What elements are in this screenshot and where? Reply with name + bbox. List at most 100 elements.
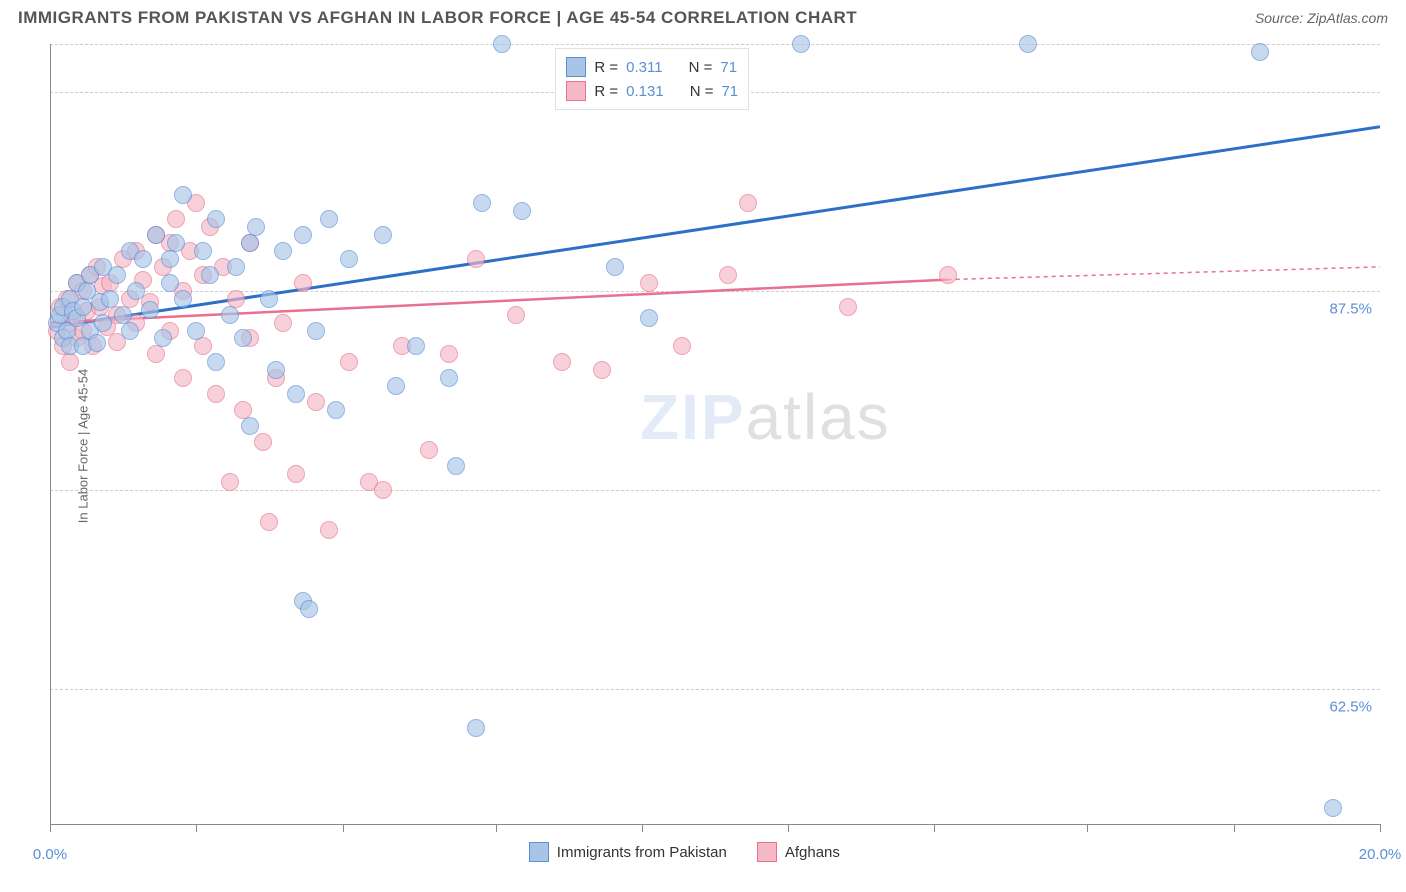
gridline	[50, 490, 1380, 491]
afghan-point	[167, 210, 185, 228]
x-tick	[788, 824, 789, 832]
pakistan-point	[161, 274, 179, 292]
legend-series-label: Immigrants from Pakistan	[557, 844, 727, 861]
pakistan-point	[440, 369, 458, 387]
pakistan-point	[147, 226, 165, 244]
x-tick	[196, 824, 197, 832]
x-tick-label: 0.0%	[33, 846, 67, 863]
afghan-point	[739, 194, 757, 212]
legend-r-label: R =	[594, 59, 618, 76]
pakistan-point	[513, 202, 531, 220]
pakistan-point	[792, 35, 810, 53]
chart-title: IMMIGRANTS FROM PAKISTAN VS AFGHAN IN LA…	[18, 8, 857, 28]
pakistan-point	[260, 290, 278, 308]
legend-series-label: Afghans	[785, 844, 840, 861]
x-tick	[496, 824, 497, 832]
gridline	[50, 689, 1380, 690]
legend-series-item: Afghans	[757, 840, 840, 864]
pakistan-point	[241, 417, 259, 435]
legend-correlation: R = 0.311 N = 71 R = 0.131 N = 71	[555, 48, 749, 110]
afghan-point	[254, 433, 272, 451]
legend-swatch	[757, 842, 777, 862]
pakistan-point	[467, 719, 485, 737]
pakistan-point	[207, 210, 225, 228]
afghan-point	[221, 473, 239, 491]
pakistan-point	[374, 226, 392, 244]
afghan-point	[640, 274, 658, 292]
y-tick-label: 87.5%	[1329, 300, 1372, 317]
pakistan-point	[108, 266, 126, 284]
pakistan-point	[174, 290, 192, 308]
pakistan-point	[307, 322, 325, 340]
pakistan-point	[327, 401, 345, 419]
pakistan-point	[221, 306, 239, 324]
title-bar: IMMIGRANTS FROM PAKISTAN VS AFGHAN IN LA…	[0, 0, 1406, 32]
pakistan-point	[493, 35, 511, 53]
pakistan-point	[287, 385, 305, 403]
pakistan-point	[294, 226, 312, 244]
x-tick-label: 20.0%	[1359, 846, 1402, 863]
pakistan-point	[241, 234, 259, 252]
afghan-point	[719, 266, 737, 284]
afghan-point	[340, 353, 358, 371]
legend-r-value: 0.131	[626, 83, 664, 100]
pakistan-point	[154, 329, 172, 347]
legend-n-value: 71	[721, 83, 738, 100]
pakistan-point	[127, 282, 145, 300]
pakistan-point	[94, 314, 112, 332]
legend-n-value: 71	[720, 59, 737, 76]
legend-r-value: 0.311	[626, 59, 662, 76]
pakistan-point	[121, 322, 139, 340]
plot-area: 62.5%87.5%0.0%20.0%	[50, 44, 1380, 824]
gridline	[50, 44, 1380, 45]
x-axis	[50, 824, 1380, 825]
afghan-point	[507, 306, 525, 324]
afghan-point	[294, 274, 312, 292]
gridline	[50, 291, 1380, 292]
y-tick-label: 62.5%	[1329, 698, 1372, 715]
pakistan-point	[167, 234, 185, 252]
pakistan-point	[300, 600, 318, 618]
y-axis	[50, 44, 51, 824]
legend-swatch	[529, 842, 549, 862]
pakistan-point	[387, 377, 405, 395]
pakistan-point	[340, 250, 358, 268]
afghan-point	[194, 337, 212, 355]
pakistan-point	[447, 457, 465, 475]
pakistan-point	[473, 194, 491, 212]
afghan-point	[440, 345, 458, 363]
legend-r-label: R =	[594, 83, 618, 100]
pakistan-point	[134, 250, 152, 268]
afghan-point	[274, 314, 292, 332]
afghan-point	[467, 250, 485, 268]
afghan-point	[839, 298, 857, 316]
pakistan-point	[101, 290, 119, 308]
pakistan-point	[207, 353, 225, 371]
pakistan-point	[1019, 35, 1037, 53]
pakistan-point	[274, 242, 292, 260]
pakistan-point	[407, 337, 425, 355]
afghan-point	[207, 385, 225, 403]
legend-row: R = 0.311 N = 71	[566, 55, 738, 79]
afghan-point	[61, 353, 79, 371]
legend-swatch	[566, 81, 586, 101]
x-tick	[934, 824, 935, 832]
legend-n-label: N =	[689, 59, 713, 76]
pakistan-point	[1324, 799, 1342, 817]
pakistan-point	[141, 301, 159, 319]
afghan-point	[673, 337, 691, 355]
pakistan-point	[320, 210, 338, 228]
legend-n-label: N =	[690, 83, 714, 100]
x-tick	[50, 824, 51, 832]
pakistan-point	[640, 309, 658, 327]
afghan-point	[593, 361, 611, 379]
pakistan-point	[267, 361, 285, 379]
pakistan-point	[88, 334, 106, 352]
pakistan-point	[194, 242, 212, 260]
pakistan-point	[187, 322, 205, 340]
pakistan-point	[227, 258, 245, 276]
pakistan-point	[247, 218, 265, 236]
x-tick	[1087, 824, 1088, 832]
afghan-point	[287, 465, 305, 483]
afghan-point	[374, 481, 392, 499]
